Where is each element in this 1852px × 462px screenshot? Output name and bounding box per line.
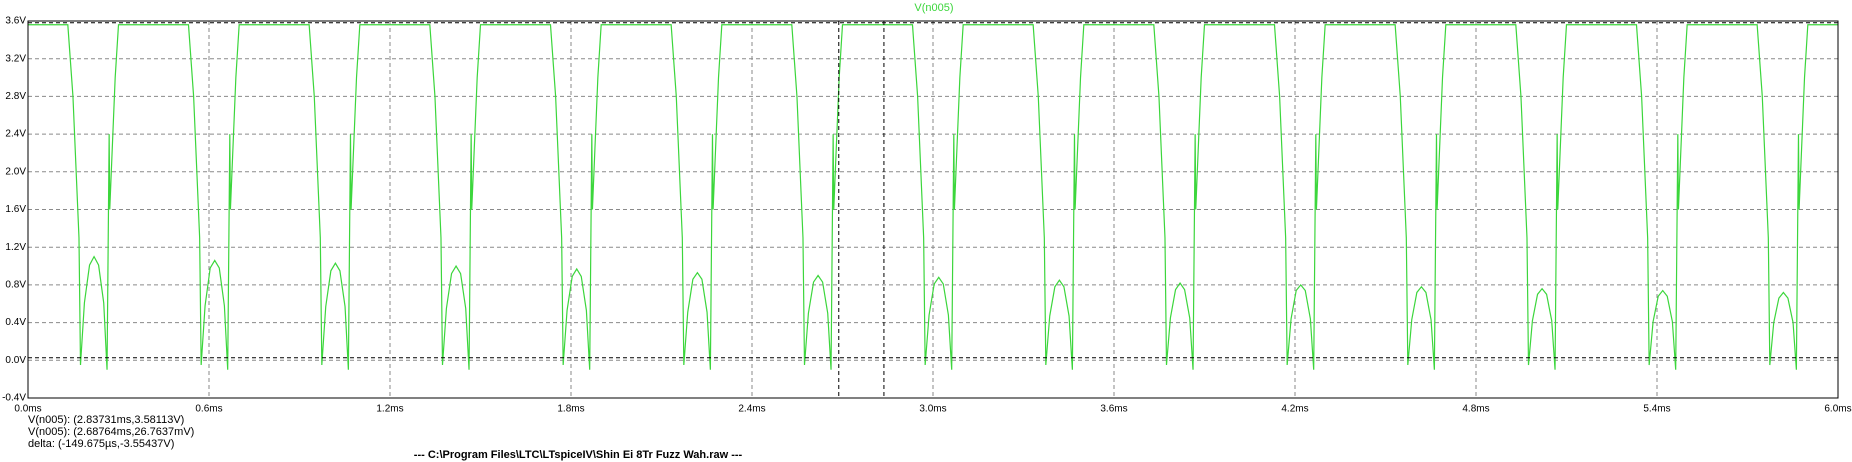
legend-entry: V(n005) xyxy=(914,2,953,14)
y-tick-label: 3.6V xyxy=(5,16,26,27)
x-tick-label: 2.4ms xyxy=(738,404,765,415)
x-tick-label: 0.0ms xyxy=(14,404,41,415)
y-tick-label: 2.8V xyxy=(5,91,26,102)
y-tick-label: 1.6V xyxy=(5,204,26,215)
file-path: --- C:\Program Files\LTC\LTspiceIV\Shin … xyxy=(414,449,743,461)
cursor-readout: delta: (-149.675µs,-3.55437V) xyxy=(28,438,174,450)
waveform xyxy=(28,24,1838,370)
x-tick-label: 4.2ms xyxy=(1281,404,1308,415)
x-tick-label: 3.6ms xyxy=(1100,404,1127,415)
x-tick-label: 1.8ms xyxy=(557,404,584,415)
y-tick-label: 3.2V xyxy=(5,53,26,64)
x-tick-label: 4.8ms xyxy=(1462,404,1489,415)
x-tick-label: 3.0ms xyxy=(919,404,946,415)
y-tick-label: 2.4V xyxy=(5,129,26,140)
y-tick-label: -0.4V xyxy=(2,393,26,404)
x-tick-label: 5.4ms xyxy=(1643,404,1670,415)
cursor-readout: V(n005): (2.68764ms,26.7637mV) xyxy=(28,426,194,438)
y-tick-label: 0.0V xyxy=(5,355,26,366)
x-tick-label: 0.6ms xyxy=(195,404,222,415)
y-tick-label: 0.8V xyxy=(5,280,26,291)
y-tick-label: 2.0V xyxy=(5,166,26,177)
x-tick-label: 1.2ms xyxy=(376,404,403,415)
y-tick-label: 0.4V xyxy=(5,317,26,328)
cursor-readout: V(n005): (2.83731ms,3.58113V) xyxy=(28,414,184,426)
plot-frame xyxy=(27,20,1839,399)
x-tick-label: 6.0ms xyxy=(1824,404,1851,415)
y-tick-label: 1.2V xyxy=(5,242,26,253)
